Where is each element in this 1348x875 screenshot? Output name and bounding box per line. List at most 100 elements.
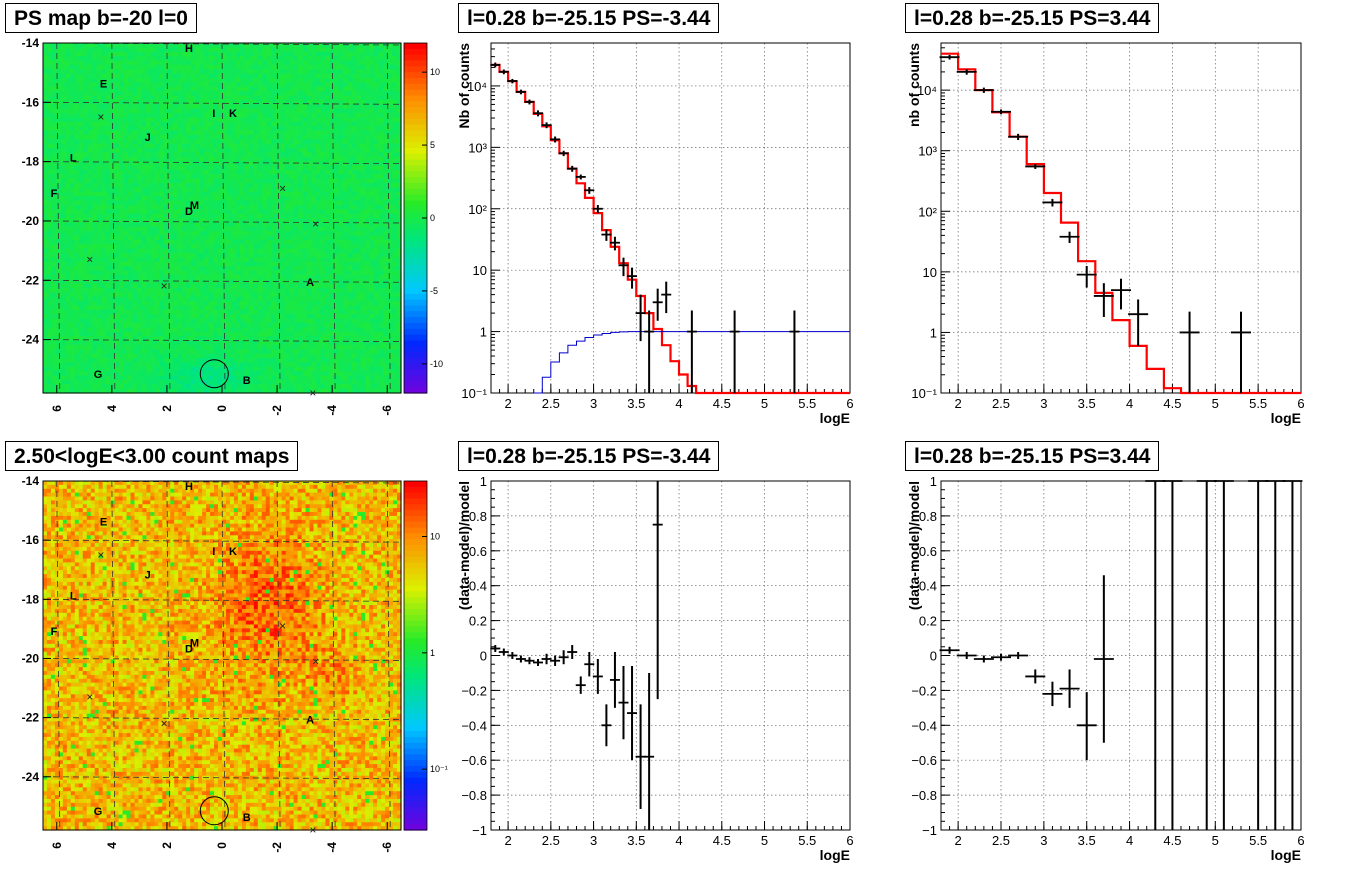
map-cell (96, 126, 102, 132)
map-cell (168, 309, 174, 315)
map-cell (217, 69, 223, 75)
map-cell (69, 99, 75, 105)
map-cell (186, 95, 192, 101)
map-cell (136, 379, 143, 385)
map-cell (74, 226, 80, 232)
map-cell (235, 309, 241, 315)
map-cell (186, 231, 192, 237)
map-cell (293, 366, 299, 372)
map-cell (253, 362, 259, 368)
map-cell (262, 379, 268, 385)
map-cell (307, 209, 313, 215)
map-cell (172, 152, 178, 158)
map-cell (248, 226, 254, 232)
map-cell (163, 152, 169, 158)
map-cell (266, 209, 272, 215)
map-cell (208, 288, 214, 293)
map-cell (186, 134, 192, 140)
map-cell (315, 152, 322, 158)
map-cell (244, 226, 250, 232)
map-cell (213, 318, 219, 324)
map-cell (217, 344, 223, 350)
map-cell (302, 161, 308, 167)
map-cell (235, 148, 241, 153)
map-cell (199, 336, 205, 342)
map-cell (69, 261, 75, 267)
map-cell (87, 358, 93, 363)
map-cell (307, 117, 313, 123)
map-cell (96, 305, 102, 311)
map-cell (208, 178, 214, 184)
map-cell (266, 117, 272, 123)
map-cell (266, 148, 272, 153)
map-cell (213, 305, 219, 311)
map-cell (190, 314, 196, 320)
map-cell (302, 331, 308, 337)
map-cell (262, 257, 268, 263)
map-cell (101, 283, 107, 289)
map-cell (101, 388, 107, 394)
map-cell (65, 222, 71, 228)
map-cell (298, 261, 304, 267)
map-cell (302, 235, 308, 241)
map-cell (56, 318, 62, 324)
map-cell (65, 344, 71, 350)
map-cell (74, 235, 80, 241)
map-cell (311, 187, 317, 193)
map-cell (213, 235, 219, 241)
map-cell (311, 323, 317, 328)
map-cell (172, 213, 178, 219)
map-cell (56, 248, 62, 254)
map-cell (128, 340, 134, 346)
map-cell (154, 388, 160, 394)
map-cell (302, 196, 308, 202)
map-cell (298, 47, 304, 53)
map-cell (239, 358, 245, 363)
map-cell (105, 336, 111, 342)
map-cell (132, 165, 138, 171)
map-cell (159, 183, 165, 188)
map-cell (65, 187, 71, 193)
map-cell (248, 371, 254, 377)
map-cell (114, 261, 120, 267)
map-cell (110, 366, 116, 372)
map-cell (217, 349, 223, 355)
map-cell (159, 366, 165, 372)
map-cell (311, 156, 317, 162)
map-cell (177, 344, 183, 350)
map-cell (132, 314, 138, 320)
map-cell (159, 143, 165, 149)
map-cell (244, 91, 250, 97)
map-cell (78, 117, 84, 123)
map-cell (186, 292, 192, 298)
map-cell (204, 134, 210, 140)
map-cell (119, 161, 125, 167)
map-cell (230, 69, 237, 75)
map-cell (123, 388, 129, 394)
map-cell (74, 292, 80, 298)
map-cell (69, 213, 75, 219)
map-cell (132, 64, 138, 70)
map-cell (244, 143, 250, 149)
map-cell (177, 152, 183, 158)
map-cell (293, 318, 299, 324)
map-cell (128, 375, 134, 381)
map-cell (284, 358, 290, 363)
map-cell (315, 340, 322, 346)
map-cell (320, 95, 326, 101)
map-cell (284, 126, 290, 132)
map-cell (150, 288, 156, 293)
map-cell (244, 323, 250, 328)
map-cell (298, 218, 304, 223)
map-cell (213, 174, 219, 180)
map-cell (244, 261, 250, 267)
map-cell (128, 274, 134, 280)
map-cell (163, 244, 169, 250)
map-cell (150, 200, 156, 206)
map-cell (136, 56, 143, 62)
map-cell (101, 156, 107, 162)
map-cell (101, 174, 107, 180)
map-cell (208, 301, 214, 307)
map-cell (43, 156, 49, 162)
map-cell (266, 191, 272, 197)
